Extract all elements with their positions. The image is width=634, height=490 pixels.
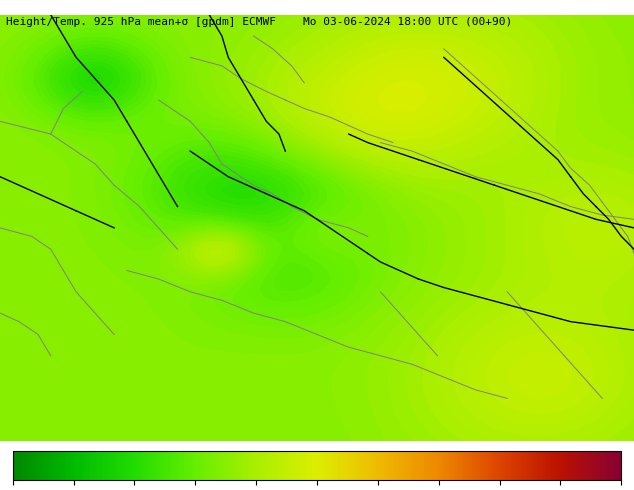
Text: Height/Temp. 925 hPa mean+σ [gpdm] ECMWF    Mo 03-06-2024 18:00 UTC (00+90): Height/Temp. 925 hPa mean+σ [gpdm] ECMWF…	[6, 17, 513, 27]
